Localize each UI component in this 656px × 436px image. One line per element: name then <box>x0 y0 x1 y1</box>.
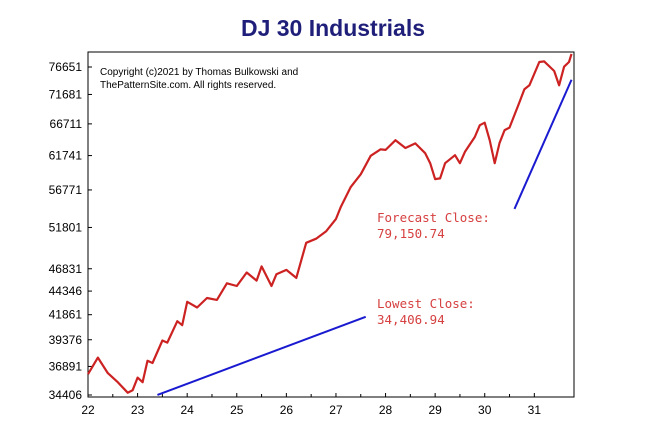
price-series-line <box>87 53 573 394</box>
series <box>87 53 573 394</box>
y-tick-label: 71681 <box>49 87 83 101</box>
x-tick-label: 22 <box>81 403 95 417</box>
lowest-label: Lowest Close: <box>377 296 475 311</box>
y-tick-label: 61741 <box>49 149 83 163</box>
forecast-label: Forecast Close: <box>377 210 490 225</box>
y-tick-label: 36891 <box>49 359 83 373</box>
y-tick-label: 39376 <box>49 333 83 347</box>
forecast-value: 79,150.74 <box>377 226 445 241</box>
x-axis: 22 23 24 25 26 27 28 29 30 31 <box>81 393 541 417</box>
copyright-line-1: Copyright (c)2021 by Thomas Bulkowski an… <box>100 67 298 78</box>
trend-line <box>513 79 573 210</box>
y-tick-label: 51801 <box>49 220 83 234</box>
x-tick-label: 30 <box>478 403 492 417</box>
copyright-line-2: ThePatternSite.com. All rights reserved. <box>100 80 276 91</box>
trendlines <box>157 79 573 396</box>
x-tick-label: 27 <box>329 403 343 417</box>
y-tick-label: 34406 <box>49 388 83 402</box>
x-tick-label: 31 <box>528 403 542 417</box>
plot-area-frame <box>87 51 575 398</box>
y-tick-label: 44346 <box>49 284 83 298</box>
y-tick-label: 76651 <box>49 60 83 74</box>
x-tick-label: 23 <box>131 403 145 417</box>
lowest-value: 34,406.94 <box>377 312 445 327</box>
y-tick-label: 56771 <box>49 183 83 197</box>
y-axis: 76651 71681 66711 61741 56771 51801 46831 44346… <box>49 60 92 402</box>
y-tick-label: 46831 <box>49 262 83 276</box>
chart-title: DJ 30 Industrials <box>241 15 425 41</box>
x-tick-label: 29 <box>428 403 442 417</box>
trend-line <box>157 315 367 396</box>
x-tick-label: 26 <box>280 403 294 417</box>
x-tick-label: 24 <box>181 403 195 417</box>
y-tick-label: 41861 <box>49 308 83 322</box>
x-tick-label: 25 <box>230 403 244 417</box>
y-tick-label: 66711 <box>50 117 83 131</box>
x-tick-label: 28 <box>379 403 393 417</box>
